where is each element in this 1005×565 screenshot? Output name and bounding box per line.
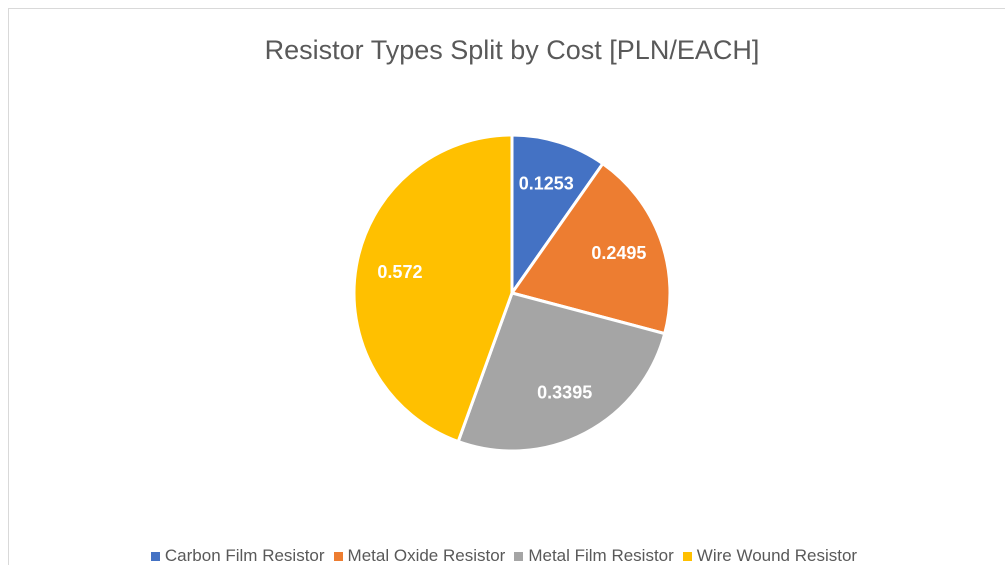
- legend-swatch: [514, 551, 524, 561]
- data-label: 0.3395: [537, 383, 592, 403]
- legend-item: Metal Oxide Resistor: [333, 546, 506, 565]
- legend-item: Wire Wound Resistor: [682, 546, 858, 565]
- legend-label: Metal Film Resistor: [528, 546, 674, 565]
- data-label: 0.2495: [591, 243, 646, 263]
- legend-swatch: [333, 551, 343, 561]
- data-label: 0.1253: [519, 173, 574, 193]
- legend-label: Wire Wound Resistor: [696, 546, 858, 565]
- pie-slice: [509, 161, 672, 336]
- legend-item: Carbon Film Resistor: [150, 546, 325, 565]
- data-label: 0.572: [377, 262, 422, 282]
- legend-swatch: [150, 551, 160, 561]
- legend-label: Metal Oxide Resistor: [347, 546, 506, 565]
- pie-slice: [456, 291, 667, 453]
- legend-label: Carbon Film Resistor: [164, 546, 325, 565]
- legend-item: Metal Film Resistor: [514, 546, 674, 565]
- pie-slice: [510, 133, 605, 298]
- legend: Carbon Film Resistor Metal Oxide Resistor…: [8, 546, 1000, 565]
- legend-swatch: [682, 551, 692, 561]
- chart-title: Resistor Types Split by Cost [PLN/EACH]: [265, 35, 760, 65]
- pie-slice: [352, 133, 514, 444]
